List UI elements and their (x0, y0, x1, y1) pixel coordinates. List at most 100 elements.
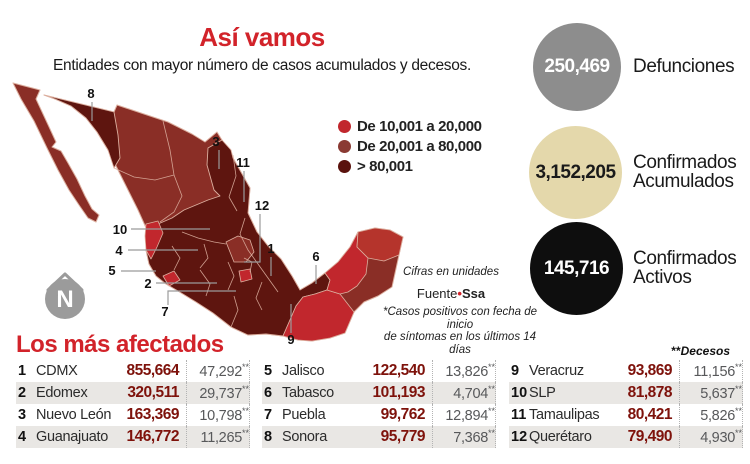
state-name: Querétaro (529, 429, 592, 445)
cases-value: 320,511 (127, 384, 179, 401)
callout-12: 12 (255, 198, 269, 213)
state-name: Tabasco (282, 385, 334, 401)
rank: 1 (18, 363, 27, 379)
legend-label: De 20,001 a 80,000 (357, 137, 482, 155)
cases-value: 80,421 (627, 406, 673, 423)
legend-label: De 10,001 a 20,000 (357, 117, 482, 135)
state-name: Edomex (36, 385, 88, 401)
confirmed-accumulated-circle: 3,152,205 (529, 126, 622, 219)
header: Así vamos Entidades con mayor número de … (0, 22, 524, 75)
cases-value: 93,869 (627, 362, 673, 379)
compass-icon: N (45, 272, 85, 319)
deaths-circle: 250,469 (533, 23, 621, 111)
region-queretaro (225, 235, 255, 263)
table-column-3: 9 Veracruz 93,869 11,156** 10 SLP 81,878… (509, 360, 743, 448)
rank: 9 (511, 363, 520, 379)
table-row: 7 Puebla 99,762 12,894** (262, 404, 496, 426)
source-bullet-icon: • (457, 286, 462, 301)
divider (186, 360, 187, 382)
rank: 4 (18, 429, 27, 445)
state-name: Nuevo León (36, 407, 112, 423)
map-legend: De 10,001 a 20,000 De 20,001 a 80,000 > … (338, 116, 482, 176)
mexico-map: 8 3 11 12 1 10 4 5 2 7 6 9 (12, 82, 404, 346)
deaths-value: 10,798** (199, 406, 249, 424)
callout-2: 2 (144, 276, 151, 291)
deaths-label: Defunciones (633, 56, 735, 77)
table-row: 5 Jalisco 122,540 13,826** (262, 360, 496, 382)
state-name: Tamaulipas (529, 407, 600, 423)
legend-item: De 10,001 a 20,000 (338, 116, 482, 136)
table-row: 11 Tamaulipas 80,421 5,826** (509, 404, 743, 426)
table-row: 9 Veracruz 93,869 11,156** (509, 360, 743, 382)
cases-value: 101,193 (372, 384, 425, 401)
divider (679, 360, 680, 382)
divider (186, 404, 187, 426)
table-column-1: 1 CDMX 855,664 47,292** 2 Edomex 320,511… (16, 360, 250, 448)
asterisk-footnote: *Casos positivos con fecha de inicio de … (382, 306, 538, 356)
divider (186, 426, 187, 448)
legend-dot-red-icon (338, 119, 351, 133)
state-name: Sonora (282, 429, 327, 445)
legend-item: De 20,001 a 80,000 (338, 136, 482, 156)
divider (679, 426, 680, 448)
cases-value: 99,762 (380, 406, 426, 423)
rank: 12 (511, 429, 528, 445)
divider (432, 426, 433, 448)
state-borders (113, 120, 279, 328)
deaths-value: 4,704** (453, 384, 495, 402)
deaths-value: 13,826** (445, 362, 495, 380)
divider (432, 404, 433, 426)
rank: 8 (264, 429, 273, 445)
divider (432, 382, 433, 404)
cases-value: 146,772 (126, 428, 179, 445)
table-row: 12 Querétaro 79,490 4,930** (509, 426, 743, 448)
rank: 6 (264, 385, 273, 401)
confirmed-accumulated-label: Confirmados Acumulados (633, 152, 737, 192)
callout-9: 9 (287, 332, 294, 346)
rank: 3 (18, 407, 27, 423)
cases-value: 855,664 (126, 362, 179, 379)
cases-value: 163,369 (126, 406, 179, 423)
deaths-value: 7,368** (453, 428, 495, 446)
confirmed-active-label: Confirmados Activos (633, 248, 737, 288)
cases-value: 79,490 (627, 428, 673, 445)
legend-dot-dark-icon (338, 159, 351, 173)
callout-1: 1 (267, 241, 274, 256)
compass-label: N (56, 286, 73, 313)
rank: 10 (511, 385, 528, 401)
deaths-value: 47,292** (199, 362, 249, 380)
callout-11: 11 (236, 155, 250, 170)
table-row: 3 Nuevo León 163,369 10,798** (16, 404, 250, 426)
callout-7: 7 (161, 304, 168, 319)
region-sonora (43, 94, 121, 169)
table-row: 8 Sonora 95,779 7,368** (262, 426, 496, 448)
callout-line-12 (244, 214, 261, 263)
legend-dot-medium-icon (338, 139, 351, 153)
deaths-value: 250,469 (544, 56, 610, 77)
table-row: 4 Guanajuato 146,772 11,265** (16, 426, 250, 448)
deaths-value: 5,637** (700, 384, 742, 402)
state-name: SLP (529, 385, 556, 401)
callout-3: 3 (212, 134, 219, 149)
callout-line-7 (167, 290, 236, 305)
deaths-value: 12,894** (445, 406, 495, 424)
page-title: Así vamos (199, 22, 325, 52)
callout-5: 5 (108, 263, 115, 278)
region-yucatan (356, 227, 404, 262)
table-row: 1 CDMX 855,664 47,292** (16, 360, 250, 382)
divider (679, 382, 680, 404)
page-subtitle: Entidades con mayor número de casos acum… (53, 57, 471, 74)
callout-4: 4 (115, 243, 123, 258)
units-note: Cifras en unidades (403, 266, 499, 278)
state-name: Puebla (282, 407, 326, 423)
cases-value: 122,540 (372, 362, 425, 379)
state-name: Guanajuato (36, 429, 108, 445)
legend-label: > 80,001 (357, 157, 413, 175)
cases-value: 81,878 (627, 384, 673, 401)
table-row: 2 Edomex 320,511 29,737** (16, 382, 250, 404)
rank: 11 (511, 407, 527, 423)
table-row: 10 SLP 81,878 5,637** (509, 382, 743, 404)
confirmed-active-value: 145,716 (543, 257, 610, 279)
confirmed-accumulated-value: 3,152,205 (535, 161, 616, 183)
